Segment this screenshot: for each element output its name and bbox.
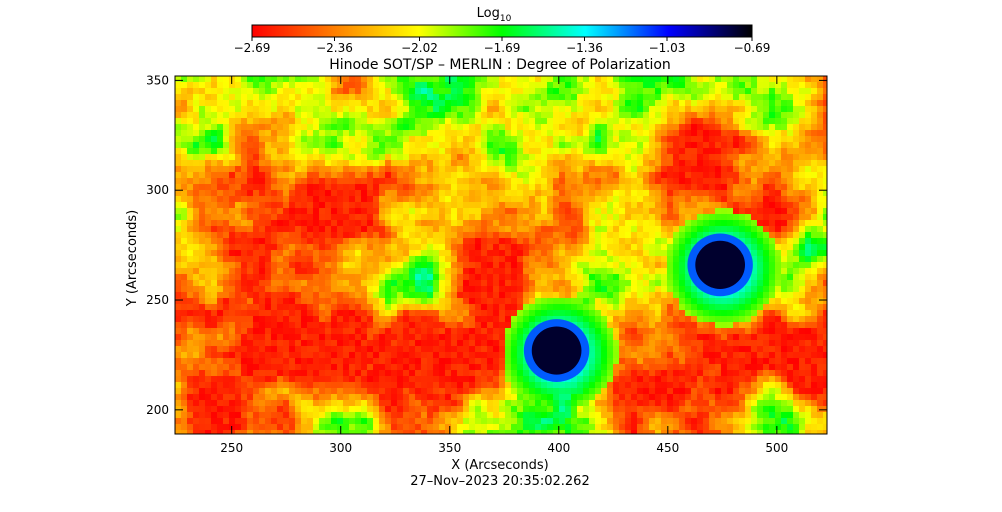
x-tick-label: 350 — [438, 441, 461, 455]
y-axis: 200 250 300 350 — [146, 73, 827, 417]
sunspot — [695, 240, 746, 289]
x-tick-label: 250 — [220, 441, 243, 455]
plot-area: 250 300 350 400 450 500 200 250 300 350 — [146, 73, 828, 455]
x-axis-label: X (Arcseconds) — [451, 458, 548, 473]
colorbar-label: Log10 — [477, 6, 512, 24]
x-tick-label: 400 — [547, 441, 570, 455]
y-tick-label: 250 — [146, 293, 169, 307]
colorbar-tick-label: −2.69 — [234, 41, 271, 55]
x-axis: 250 300 350 400 450 500 — [220, 76, 788, 455]
colorbar: Log10 −2.69 −2.36 −2.02 −1.69 −1.36 −1.03 −0.6… — [234, 6, 771, 55]
x-tick-label: 500 — [765, 441, 788, 455]
heatmap-image — [175, 76, 827, 434]
plot-frame — [174, 75, 828, 435]
x-tick-label: 450 — [656, 441, 679, 455]
x-tick-label: 300 — [329, 441, 352, 455]
colorbar-tick-label: −1.03 — [649, 41, 686, 55]
colorbar-tick-label: −0.69 — [734, 41, 771, 55]
colorbar-tick-label: −2.02 — [401, 41, 438, 55]
colorbar-gradient — [251, 24, 753, 38]
colorbar-tick-label: −1.69 — [484, 41, 521, 55]
sunspot — [531, 326, 582, 375]
y-tick-label: 300 — [146, 183, 169, 197]
chart-title: Hinode SOT/SP – MERLIN : Degree of Polar… — [329, 57, 671, 73]
y-axis-label: Y (Arcseconds) — [125, 210, 140, 307]
colorbar-tick-label: −2.36 — [316, 41, 353, 55]
y-tick-label: 200 — [146, 403, 169, 417]
colorbar-tick-label: −1.36 — [566, 41, 603, 55]
timestamp: 27–Nov–2023 20:35:02.262 — [410, 474, 589, 489]
y-tick-label: 350 — [146, 73, 169, 87]
sunspots — [523, 233, 753, 382]
colorbar-ticks: −2.69 −2.36 −2.02 −1.69 −1.36 −1.03 −0.69 — [234, 37, 771, 55]
